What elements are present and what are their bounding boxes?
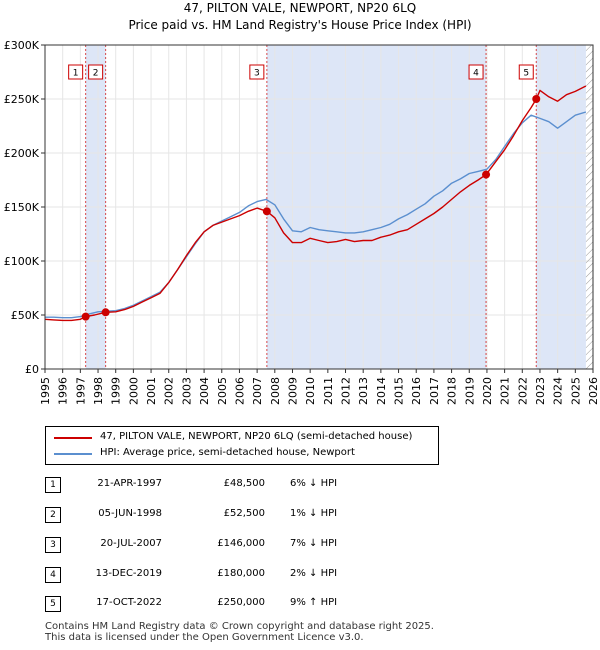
footer-copyright: Contains HM Land Registry data © Crown c… bbox=[45, 621, 434, 632]
x-tick-label: 2009 bbox=[286, 377, 299, 405]
transaction-date: 13-DEC-2019 bbox=[95, 568, 162, 579]
legend-label-property: 47, PILTON VALE, NEWPORT, NP20 6LQ (semi… bbox=[100, 431, 413, 442]
legend-swatch-hpi bbox=[54, 453, 92, 455]
transaction-number: 5 bbox=[45, 596, 61, 612]
footer-licence: This data is licensed under the Open Gov… bbox=[45, 632, 364, 643]
x-tick-label: 2010 bbox=[304, 377, 317, 405]
transaction-number: 3 bbox=[45, 537, 61, 553]
transaction-label: 2 bbox=[93, 69, 99, 79]
x-tick-label: 2001 bbox=[145, 377, 158, 405]
y-tick-label: £100K bbox=[4, 255, 40, 268]
legend: 47, PILTON VALE, NEWPORT, NP20 6LQ (semi… bbox=[45, 426, 439, 465]
x-tick-label: 2013 bbox=[357, 377, 370, 405]
x-tick-label: 2014 bbox=[375, 377, 388, 405]
x-tick-label: 2004 bbox=[198, 377, 211, 405]
x-tick-label: 2003 bbox=[180, 377, 193, 405]
transaction-point bbox=[532, 95, 541, 103]
table-row: 4 13-DEC-2019 £180,000 2% ↓ HPI bbox=[0, 567, 600, 583]
transaction-point bbox=[81, 312, 90, 321]
y-tick-label: £200K bbox=[4, 147, 40, 160]
x-tick-label: 2020 bbox=[481, 377, 494, 405]
transaction-label-box bbox=[68, 64, 84, 80]
transaction-date: 17-OCT-2022 bbox=[96, 597, 162, 608]
y-tick-label: £0 bbox=[25, 363, 39, 376]
chart-title: 47, PILTON VALE, NEWPORT, NP20 6LQ bbox=[183, 1, 417, 15]
y-tick-label: £300K bbox=[4, 39, 40, 52]
x-tick-label: 2023 bbox=[534, 377, 547, 405]
transaction-label: 4 bbox=[473, 69, 479, 79]
transaction-hpi-diff: 9% ↑ HPI bbox=[290, 597, 338, 608]
price-chart: 1 2 3 4 5 £0 £50K £100K £150K £200K £250K £300K 199… bbox=[4, 39, 600, 405]
y-tick-label: £150K bbox=[4, 201, 40, 214]
transaction-point bbox=[262, 207, 271, 216]
transaction-price: £146,000 bbox=[217, 538, 265, 549]
x-tick-label: 2016 bbox=[410, 377, 423, 405]
transaction-hpi-diff: 2% ↓ HPI bbox=[290, 568, 338, 579]
transaction-point bbox=[101, 308, 110, 317]
transaction-date: 21-APR-1997 bbox=[97, 478, 162, 489]
transaction-label-box bbox=[468, 64, 484, 80]
transaction-date: 20-JUL-2007 bbox=[100, 538, 162, 549]
x-tick-label: 2021 bbox=[499, 377, 512, 405]
x-tick-label: 2000 bbox=[127, 377, 140, 405]
legend-label-hpi: HPI: Average price, semi-detached house,… bbox=[100, 447, 355, 458]
transaction-number: 1 bbox=[45, 477, 61, 493]
x-tick-label: 1995 bbox=[39, 377, 52, 405]
x-tick-label: 2002 bbox=[163, 377, 176, 405]
x-tick-label: 2018 bbox=[446, 377, 459, 405]
transaction-hpi-diff: 7% ↓ HPI bbox=[290, 538, 338, 549]
x-tick-label: 2012 bbox=[340, 377, 353, 405]
transaction-date: 05-JUN-1998 bbox=[98, 508, 162, 519]
y-tick-label: £50K bbox=[11, 309, 40, 322]
x-tick-label: 2025 bbox=[569, 377, 582, 405]
table-row: 2 05-JUN-1998 £52,500 1% ↓ HPI bbox=[0, 507, 600, 523]
transaction-label-box bbox=[249, 64, 265, 80]
table-row: 5 17-OCT-2022 £250,000 9% ↑ HPI bbox=[0, 596, 600, 612]
x-tick-label: 2017 bbox=[428, 377, 441, 405]
transaction-hpi-diff: 1% ↓ HPI bbox=[290, 508, 338, 519]
x-tick-label: 1997 bbox=[74, 377, 87, 405]
footer: Contains HM Land Registry data © Crown c… bbox=[45, 621, 434, 643]
x-tick-label: 2008 bbox=[269, 377, 282, 405]
transaction-label: 5 bbox=[523, 69, 529, 79]
x-tick-label: 1996 bbox=[57, 377, 70, 405]
transaction-hpi-diff: 6% ↓ HPI bbox=[290, 478, 338, 489]
x-tick-label: 2019 bbox=[463, 377, 476, 405]
x-tick-label: 2011 bbox=[322, 377, 335, 405]
transaction-price: £48,500 bbox=[223, 478, 265, 489]
legend-swatch-property bbox=[54, 437, 92, 439]
x-tick-label: 2022 bbox=[516, 377, 529, 405]
x-tick-label: 1999 bbox=[110, 377, 123, 405]
transaction-label-box bbox=[518, 64, 534, 80]
x-tick-label: 1998 bbox=[92, 377, 105, 405]
series-line-hpi bbox=[45, 111, 587, 319]
y-tick-label: £250K bbox=[4, 93, 40, 106]
transaction-number: 2 bbox=[45, 507, 61, 523]
transaction-label: 3 bbox=[254, 69, 260, 79]
x-tick-label: 2015 bbox=[393, 377, 406, 405]
future-hatch bbox=[585, 45, 593, 369]
transaction-price: £52,500 bbox=[223, 508, 265, 519]
x-tick-label: 2024 bbox=[552, 377, 565, 405]
table-row: 1 21-APR-1997 £48,500 6% ↓ HPI bbox=[0, 477, 600, 493]
x-tick-label: 2026 bbox=[587, 377, 600, 405]
x-tick-label: 2007 bbox=[251, 377, 264, 405]
transaction-label: 1 bbox=[73, 69, 79, 79]
transaction-label-box bbox=[88, 64, 104, 80]
transaction-price: £250,000 bbox=[217, 597, 265, 608]
transaction-point bbox=[482, 170, 491, 179]
table-row: 3 20-JUL-2007 £146,000 7% ↓ HPI bbox=[0, 537, 600, 553]
transaction-number: 4 bbox=[45, 567, 61, 583]
x-tick-label: 2006 bbox=[233, 377, 246, 405]
series-line-property bbox=[44, 85, 587, 322]
x-tick-label: 2005 bbox=[216, 377, 229, 405]
transaction-price: £180,000 bbox=[217, 568, 265, 579]
chart-subtitle: Price paid vs. HM Land Registry's House … bbox=[128, 18, 472, 32]
